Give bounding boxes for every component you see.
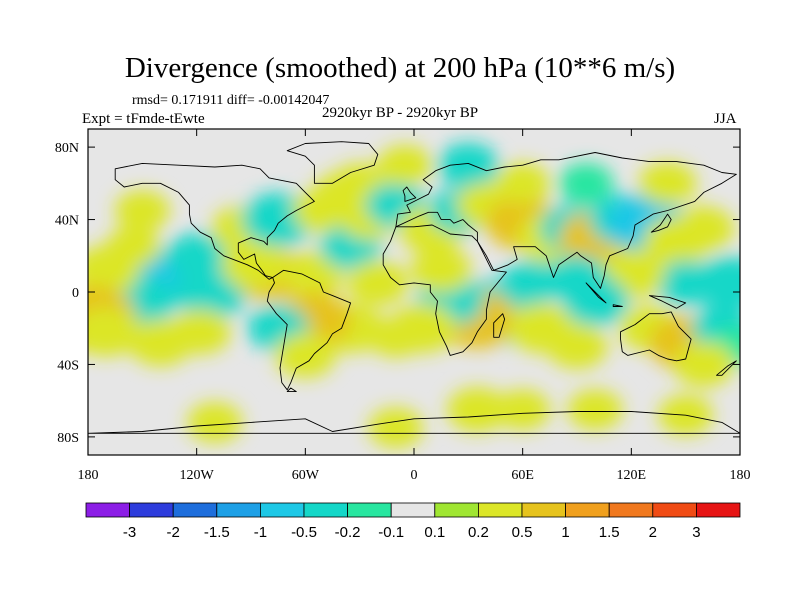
- colorbar-label-7: 0.1: [424, 524, 445, 541]
- experiment-label: Expt = tFmde-tEwte: [82, 111, 205, 127]
- x-tick-label-0: 180: [78, 468, 99, 483]
- y-tick-label-1: 40N: [55, 214, 79, 229]
- divergence-field-layer: [88, 142, 740, 449]
- field-blob-34: [673, 206, 735, 252]
- coastline-8: [402, 186, 417, 202]
- field-blob-48: [410, 247, 472, 293]
- x-tick-label-1: 120W: [180, 468, 215, 483]
- field-blob-23: [437, 142, 499, 188]
- colorbar-label-3: -1: [254, 524, 267, 541]
- field-blob-13: [114, 190, 170, 231]
- colorbar-label-4: -0.5: [291, 524, 317, 541]
- field-blob-55: [274, 332, 336, 378]
- coastline-14: [716, 360, 737, 376]
- field-blob-62: [673, 341, 735, 388]
- coastline-layer: [88, 141, 740, 434]
- x-tick-label-3: 0: [411, 468, 418, 483]
- coastline-11: [612, 304, 623, 307]
- field-blob-63: [446, 387, 508, 433]
- y-axis: 80N 40N 0 40S 80S: [55, 141, 740, 446]
- colorbar-swatch-12: [608, 502, 654, 518]
- colorbar-swatch-11: [565, 502, 610, 518]
- coastline-7: [493, 313, 506, 338]
- coastline-0: [114, 162, 315, 280]
- coastline-1: [266, 269, 352, 391]
- colorbar-swatch-4: [259, 502, 305, 518]
- y-tick-label-2: 0: [72, 286, 79, 301]
- colorbar-swatch-9: [477, 502, 523, 518]
- field-blob-11: [169, 309, 231, 355]
- colorbar-swatch-0: [85, 502, 130, 518]
- field-blob-64: [495, 389, 551, 431]
- chart-title: Divergence (smoothed) at 200 hPa (10**6 …: [124, 52, 676, 84]
- field-blob-65: [567, 389, 623, 431]
- x-axis: 180 120W 60W 0 60E 120E 180: [78, 129, 751, 483]
- coastline-3: [395, 152, 737, 289]
- colorbar-label-13: 3: [692, 524, 700, 541]
- coastline-6: [286, 141, 379, 184]
- field-blob-39: [655, 260, 717, 306]
- colorbar-swatch-13: [652, 502, 697, 518]
- colorbar-swatch-2: [172, 502, 218, 518]
- y-tick-label-0: 80N: [55, 141, 79, 156]
- colorbar-label-2: -1.5: [204, 524, 230, 541]
- colorbar-swatch-10: [521, 502, 566, 518]
- period-label: 2920kyr BP - 2920kyr BP: [322, 105, 479, 121]
- coastline-12: [648, 295, 687, 309]
- colorbar-swatch-3: [216, 502, 261, 518]
- colorbar-swatch-6: [347, 502, 392, 518]
- colorbar-swatch-8: [434, 502, 479, 518]
- y-tick-label-4: 80S: [57, 431, 79, 446]
- coastline-10: [585, 282, 607, 304]
- field-blob-3: [166, 233, 228, 279]
- coastline-9: [650, 213, 672, 233]
- colorbar-swatch-14: [696, 502, 741, 518]
- stats-text: rmsd= 0.171911 diff= -0.00142047: [132, 93, 330, 108]
- field-blob-9: [88, 307, 140, 357]
- field-blob-68: [187, 402, 243, 443]
- colorbar-label-12: 2: [649, 524, 657, 541]
- coastline-13: [286, 387, 297, 393]
- colorbar-label-5: -0.2: [335, 524, 361, 541]
- x-tick-label-4: 60E: [511, 468, 534, 483]
- colorbar-swatch-5: [303, 502, 348, 518]
- colorbar-label-9: 0.5: [512, 524, 533, 541]
- colorbar-label-0: -3: [123, 524, 136, 541]
- x-tick-label-6: 180: [730, 468, 751, 483]
- colorbar-label-8: 0.2: [468, 524, 489, 541]
- colorbar-swatch-1: [129, 502, 174, 518]
- colorbar-label-6: -0.1: [378, 524, 404, 541]
- field-blob-37: [558, 162, 614, 204]
- coastline-2: [382, 224, 507, 356]
- field-blob-67: [368, 407, 424, 449]
- field-blob-35: [638, 161, 697, 205]
- coastline-4: [620, 311, 692, 362]
- colorbar-swatch-7: [390, 502, 436, 518]
- field-blob-36: [495, 162, 551, 204]
- colorbar-label-1: -2: [167, 524, 180, 541]
- coastline-5: [88, 411, 740, 434]
- colorbar-label-10: 1: [561, 524, 569, 541]
- colorbar: -3 -2 -1.5 -1 -0.5 -0.2 -0.1 0.1 0.2 0.5 1 1.5 2 3: [85, 502, 741, 541]
- x-tick-label-2: 60W: [292, 468, 320, 483]
- field-blob-51: [347, 260, 409, 306]
- y-tick-label-3: 40S: [57, 358, 79, 373]
- field-blob-12: [105, 226, 161, 268]
- x-tick-label-5: 120E: [617, 468, 647, 483]
- field-blob-22: [377, 144, 433, 186]
- colorbar-label-11: 1.5: [599, 524, 620, 541]
- season-label: JJA: [714, 111, 737, 127]
- field-blob-57: [546, 323, 608, 369]
